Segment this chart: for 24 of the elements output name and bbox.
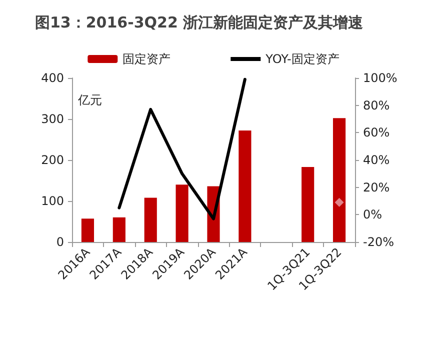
bar bbox=[332, 118, 346, 242]
y-tick-label: 100 bbox=[41, 194, 64, 208]
bar bbox=[144, 198, 157, 242]
legend-label: 固定资产 bbox=[122, 52, 171, 66]
bar bbox=[302, 166, 314, 242]
y-tick-label: 0 bbox=[56, 235, 64, 249]
y-tick-label: 200 bbox=[41, 153, 64, 167]
chart-title: 图13：2016-3Q22 浙江新能固定资产及其增速 bbox=[35, 14, 364, 32]
line-series bbox=[118, 78, 246, 220]
y2-tick-label: 20% bbox=[363, 180, 390, 194]
bar bbox=[176, 184, 188, 242]
bar bbox=[238, 130, 252, 242]
y-tick-label: 400 bbox=[41, 71, 64, 85]
legend-label: YOY-固定资产 bbox=[264, 52, 340, 66]
y2-tick-label: 40% bbox=[363, 153, 390, 167]
y2-tick-label: 0% bbox=[363, 208, 382, 222]
bar bbox=[81, 218, 94, 242]
y2-tick-label: 100% bbox=[363, 71, 398, 85]
bar bbox=[112, 217, 126, 242]
y2-tick-label: 60% bbox=[363, 126, 390, 140]
y-tick-label: 300 bbox=[41, 112, 64, 126]
y-axis-title: 亿元 bbox=[77, 93, 102, 107]
y2-tick-label: -20% bbox=[363, 235, 394, 249]
y2-tick-label: 80% bbox=[363, 98, 390, 112]
